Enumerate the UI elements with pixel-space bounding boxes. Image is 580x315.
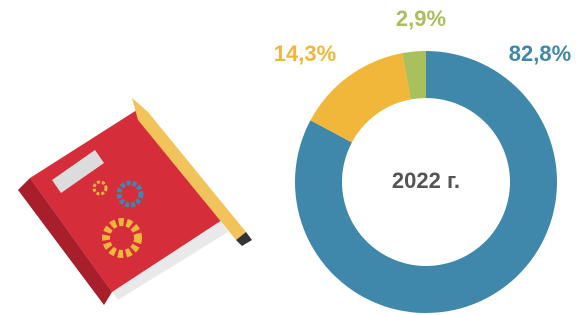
chart: 82,8% 14,3% 2,9% 2022 г.: [0, 0, 580, 315]
center-label: 2022 г.: [392, 168, 460, 193]
page: {"chart_data": {"type": "donut", "values…: [0, 0, 580, 315]
notebook-illustration: [18, 98, 252, 305]
data-label: 82,8%: [509, 41, 571, 66]
data-label: 14,3%: [274, 41, 336, 66]
data-label: 2,9%: [396, 6, 446, 31]
notebook-cover: [30, 108, 222, 292]
